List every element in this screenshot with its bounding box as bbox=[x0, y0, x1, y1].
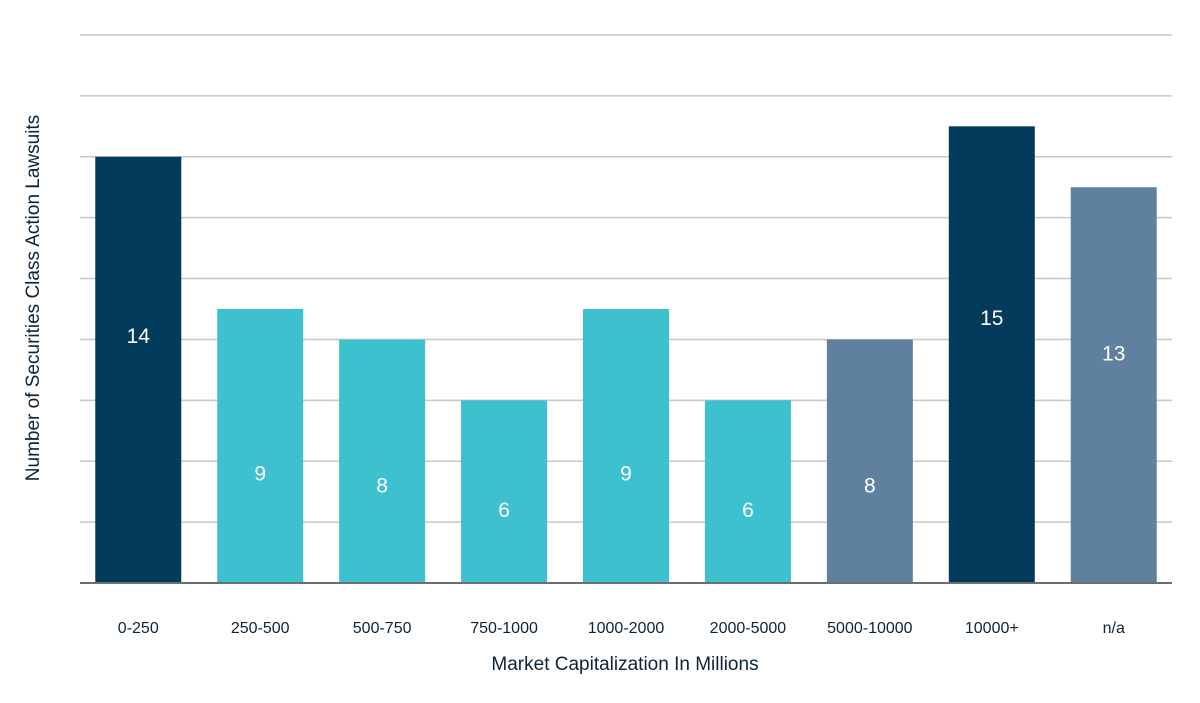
bar-0-250 bbox=[95, 156, 182, 583]
bar-value-label: 14 bbox=[127, 325, 151, 348]
bar-value-label: 8 bbox=[864, 475, 876, 498]
x-tick-label: 1000-2000 bbox=[588, 620, 665, 637]
x-tick-label: 0-250 bbox=[118, 620, 159, 637]
bar-value-labels: 14 9 8 6 9 6 8 15 13 bbox=[127, 307, 1126, 522]
bar-1000-2000 bbox=[583, 309, 669, 583]
bar-value-label: 9 bbox=[620, 462, 632, 485]
bar-250-500 bbox=[217, 309, 304, 583]
bar-value-label: 8 bbox=[376, 475, 388, 498]
x-tick-label: 250-500 bbox=[231, 620, 290, 637]
bar-n-a bbox=[1070, 187, 1157, 583]
x-axis-title: Market Capitalization In Millions bbox=[491, 654, 758, 675]
bar-value-label: 6 bbox=[498, 499, 510, 522]
x-tick-label: 500-750 bbox=[353, 620, 412, 637]
x-tick-label: n/a bbox=[1103, 620, 1125, 637]
x-tick-label: 5000-10000 bbox=[827, 620, 913, 637]
bar-value-label: 13 bbox=[1102, 342, 1125, 365]
x-tick-label: 750-1000 bbox=[470, 620, 538, 637]
x-tick-labels: 0-250 250-500 500-750 750-1000 1000-2000 2000… bbox=[118, 620, 1125, 637]
bar-500-750 bbox=[339, 339, 426, 583]
bar-value-label: 6 bbox=[742, 499, 754, 522]
x-tick-label: 10000+ bbox=[965, 620, 1019, 637]
bar-value-label: 15 bbox=[980, 307, 1003, 330]
bar-10000- bbox=[948, 126, 1035, 583]
bar-value-label: 9 bbox=[254, 462, 266, 485]
bar-5000-10000 bbox=[826, 339, 913, 583]
bars bbox=[95, 126, 1157, 583]
bar-2000-5000 bbox=[704, 400, 791, 583]
x-tick-label: 2000-5000 bbox=[710, 620, 787, 637]
bar-750-1000 bbox=[461, 400, 548, 583]
y-axis-title: Number of Securities Class Action Lawsui… bbox=[23, 115, 44, 481]
